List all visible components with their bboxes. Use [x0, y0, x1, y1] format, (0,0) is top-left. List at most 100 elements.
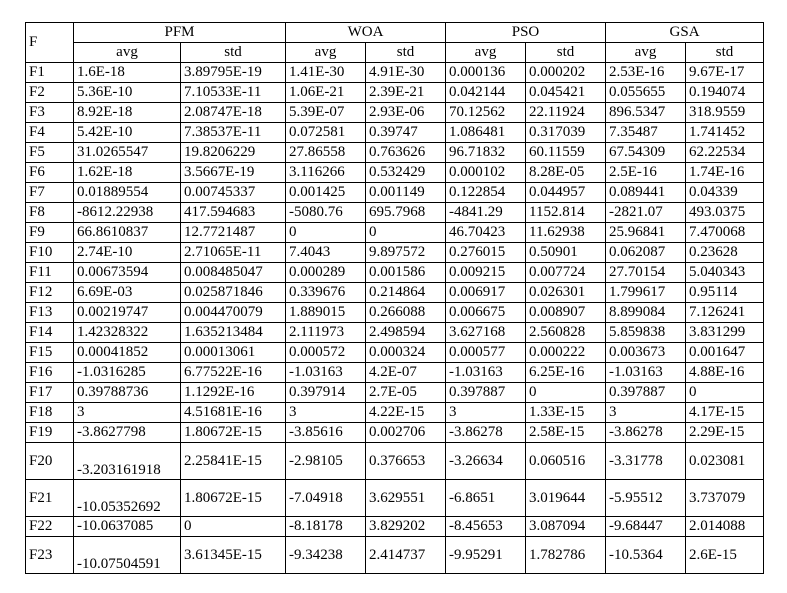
- value-cell: 2.414737: [364, 536, 447, 574]
- value-cell: 67.54309: [605, 142, 687, 163]
- value-cell: 0.317039: [525, 122, 607, 143]
- value-cell: 0.045421: [525, 82, 607, 103]
- value-cell: 1.33E-15: [525, 402, 607, 423]
- value-cell: 3.627168: [445, 322, 527, 343]
- value-cell: -3.26634: [445, 442, 527, 480]
- value-cell: 0.00013061: [180, 342, 286, 363]
- value-cell: 0.39747: [364, 122, 447, 143]
- value-cell: 62.22534: [685, 142, 765, 163]
- data-row: F13 0.00219747 0.004470079 1.889015 0.266088…: [25, 302, 765, 323]
- value-cell: 7.126241: [685, 302, 765, 323]
- value-cell: 0.006917: [445, 282, 527, 303]
- value-cell: 5.42E-10: [73, 122, 181, 143]
- value-cell: 0.339676: [285, 282, 366, 303]
- subheader: std: [364, 42, 447, 63]
- value-cell: 0.044957: [525, 182, 607, 203]
- group-header: PSO: [445, 22, 607, 43]
- row-label: F3: [25, 102, 74, 123]
- value-cell: 0.397887: [445, 382, 527, 403]
- value-cell: 8.92E-18: [73, 102, 181, 123]
- data-row: F3 8.92E-18 2.08747E-18 5.39E-07 2.93E-06 70.…: [25, 102, 765, 123]
- data-row: F19 -3.8627798 1.80672E-15 -3.85616 0.002706…: [25, 422, 765, 443]
- value-cell: 1.74E-16: [685, 162, 765, 183]
- data-row: F14 1.42328322 1.635213484 2.111973 2.498594…: [25, 322, 765, 343]
- value-cell: 318.9559: [685, 102, 765, 123]
- value-cell: 1.1292E-16: [180, 382, 286, 403]
- value-cell: 1.6E-18: [73, 62, 181, 83]
- value-cell: -8.18178: [285, 516, 366, 537]
- value-cell: 0.060516: [525, 442, 607, 480]
- value-cell: 0.008485047: [180, 262, 286, 283]
- value-cell: 5.040343: [685, 262, 765, 283]
- value-cell: 0.01889554: [73, 182, 181, 203]
- data-row: F20 -3.203161918 2.25841E-15 -2.98105 0.3766…: [25, 442, 765, 480]
- value-cell: 3.019644: [525, 479, 607, 517]
- value-cell: 2.498594: [364, 322, 447, 343]
- value-cell: -5080.76: [285, 202, 366, 223]
- value-cell: 1.635213484: [180, 322, 286, 343]
- value-cell: 0.00041852: [73, 342, 181, 363]
- value-cell: 6.69E-03: [73, 282, 181, 303]
- value-cell: 1.782786: [525, 536, 607, 574]
- value-cell: -9.95291: [445, 536, 527, 574]
- value-cell: 0.025871846: [180, 282, 286, 303]
- row-label: F12: [25, 282, 74, 303]
- value-cell: -10.5364: [605, 536, 687, 574]
- row-label: F8: [25, 202, 74, 223]
- value-cell: 3.89795E-19: [180, 62, 286, 83]
- value-cell: -1.03163: [445, 362, 527, 383]
- value-cell: 0.04339: [685, 182, 765, 203]
- value-cell: 3.5667E-19: [180, 162, 286, 183]
- value-cell: -2.98105: [285, 442, 366, 480]
- value-cell: 3.61345E-15: [180, 536, 286, 574]
- subheader: std: [180, 42, 286, 63]
- value-cell: 6.25E-16: [525, 362, 607, 383]
- value-cell: 0.397887: [605, 382, 687, 403]
- value-cell: -3.85616: [285, 422, 366, 443]
- value-cell: 3.831299: [685, 322, 765, 343]
- value-cell: -1.0316285: [73, 362, 181, 383]
- row-label: F1: [25, 62, 74, 83]
- row-label: F20: [25, 442, 74, 480]
- value-cell: -7.04918: [285, 479, 366, 517]
- value-cell: 0.376653: [364, 442, 447, 480]
- value-cell: 0.026301: [525, 282, 607, 303]
- value-cell: -3.8627798: [73, 422, 181, 443]
- value-cell: -4841.29: [445, 202, 527, 223]
- row-label: F17: [25, 382, 74, 403]
- value-cell: 9.67E-17: [685, 62, 765, 83]
- value-cell: 5.39E-07: [285, 102, 366, 123]
- value-cell: 0.055655: [605, 82, 687, 103]
- value-cell: 896.5347: [605, 102, 687, 123]
- subheader-row: avg std avg std avg std avg std: [26, 42, 765, 63]
- value-cell: -10.07504591: [73, 536, 181, 574]
- value-cell: 0.023081: [685, 442, 765, 480]
- value-cell: 0.089441: [605, 182, 687, 203]
- value-cell: 7.10533E-11: [180, 82, 286, 103]
- data-row: F11 0.00673594 0.008485047 0.000289 0.001586…: [25, 262, 765, 283]
- value-cell: 0.006675: [445, 302, 527, 323]
- value-cell: 5.859838: [605, 322, 687, 343]
- value-cell: -3.203161918: [73, 442, 181, 480]
- value-cell: -2821.07: [605, 202, 687, 223]
- value-cell: 0.532429: [364, 162, 447, 183]
- value-cell: 0.50901: [525, 242, 607, 263]
- value-cell: 12.7721487: [180, 222, 286, 243]
- value-cell: 3: [445, 402, 527, 423]
- value-cell: 2.7E-05: [364, 382, 447, 403]
- row-label: F16: [25, 362, 74, 383]
- value-cell: 0: [285, 222, 366, 243]
- row-label: F18: [25, 402, 74, 423]
- value-cell: 5.36E-10: [73, 82, 181, 103]
- value-cell: 0.397914: [285, 382, 366, 403]
- value-cell: 417.594683: [180, 202, 286, 223]
- value-cell: 4.22E-15: [364, 402, 447, 423]
- row-label: F15: [25, 342, 74, 363]
- subheader: avg: [445, 42, 527, 63]
- value-cell: 7.4043: [285, 242, 366, 263]
- value-cell: -1.03163: [285, 362, 366, 383]
- value-cell: 0: [180, 516, 286, 537]
- row-label: F13: [25, 302, 74, 323]
- value-cell: 1.42328322: [73, 322, 181, 343]
